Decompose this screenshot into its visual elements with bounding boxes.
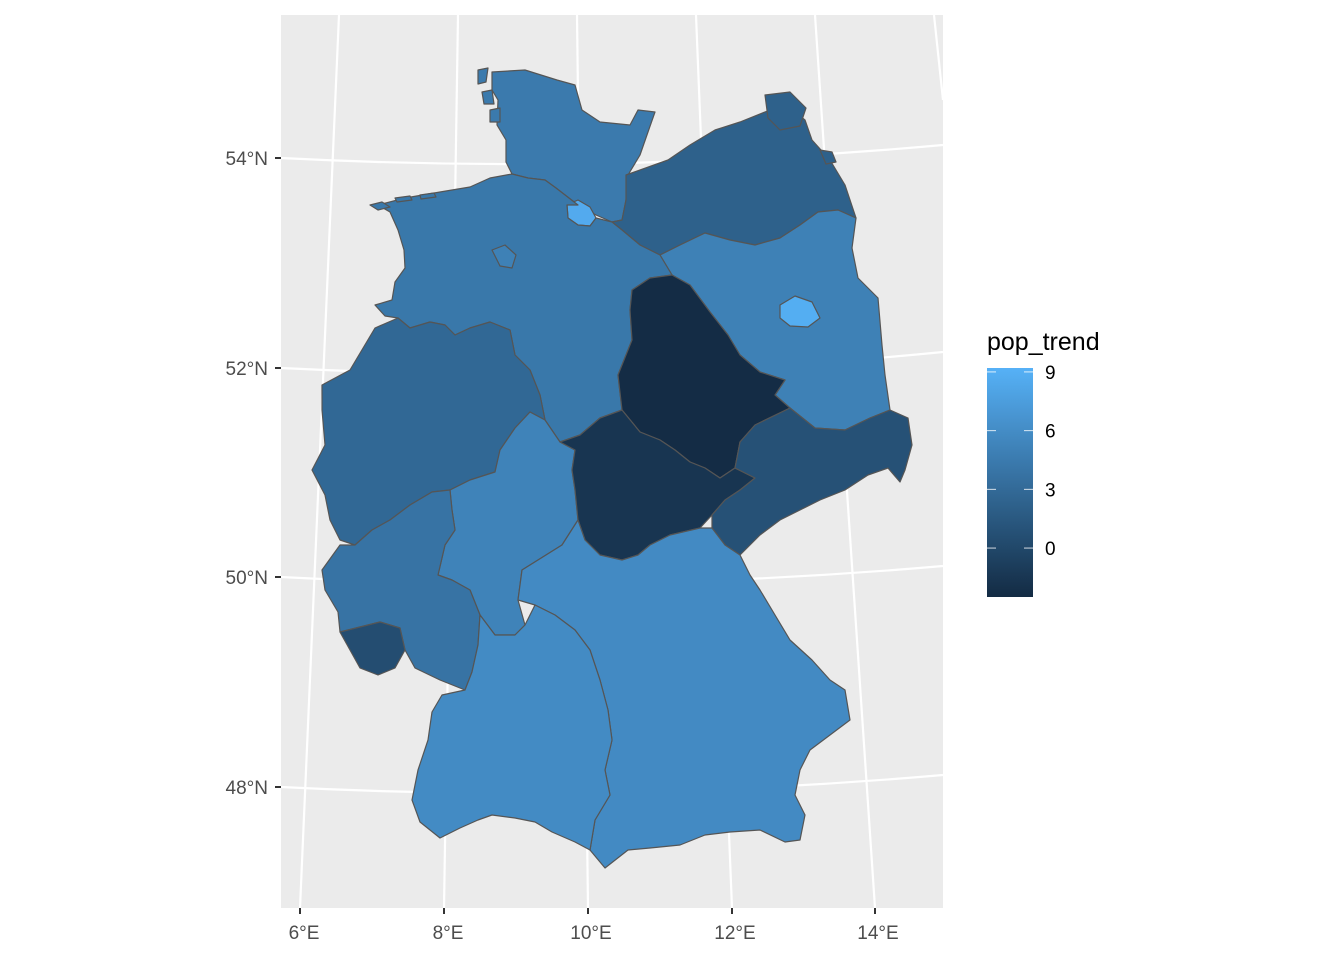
legend: pop_trend 9 6 3 0 <box>987 328 1100 597</box>
x-tick-label-12e: 12°E <box>714 923 755 944</box>
legend-tick-label-0: 0 <box>1045 539 1056 560</box>
legend-tick-label-9: 9 <box>1045 363 1056 384</box>
legend-ticks: 9 6 3 0 <box>987 363 1056 560</box>
region-Niedersachsen-islands <box>369 192 437 211</box>
x-axis: 6°E 8°E 10°E 12°E 14°E <box>289 908 899 944</box>
region-Schleswig-Holstein-islands <box>477 67 501 123</box>
x-tick-label-8e: 8°E <box>433 923 464 944</box>
legend-title: pop_trend <box>987 328 1100 356</box>
x-tick-label-6e: 6°E <box>289 923 320 944</box>
states-layer <box>311 67 913 869</box>
legend-colorbar <box>987 368 1033 597</box>
y-tick-label-52n: 52°N <box>226 359 268 380</box>
y-tick-label-48n: 48°N <box>226 778 268 799</box>
region-Baden-Württemberg <box>411 604 613 851</box>
y-axis: 54°N 52°N 50°N 48°N <box>226 149 281 799</box>
x-tick-label-14e: 14°E <box>857 923 898 944</box>
y-tick-label-54n: 54°N <box>226 149 268 170</box>
y-tick-label-50n: 50°N <box>226 568 268 589</box>
x-tick-label-10e: 10°E <box>570 923 611 944</box>
meridian-16e <box>932 15 943 101</box>
region-Sachsen <box>711 407 913 556</box>
legend-tick-label-6: 6 <box>1045 422 1056 443</box>
region-Mecklenburg-Vorpommern-islands <box>764 91 837 165</box>
legend-tick-label-3: 3 <box>1045 480 1056 501</box>
region-Berlin <box>779 295 821 328</box>
region-Saarland <box>339 621 406 676</box>
region-Bremen <box>491 244 517 269</box>
